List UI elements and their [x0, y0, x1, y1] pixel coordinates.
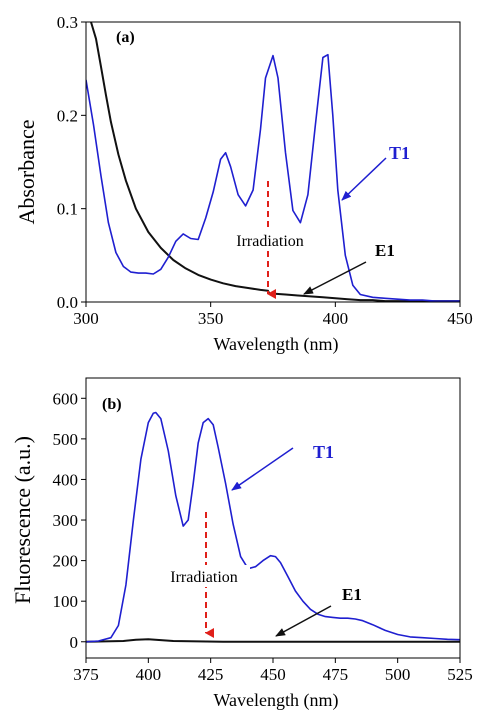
y-tick-label-b: 100 — [53, 592, 79, 611]
x-tick-label-a: 450 — [447, 309, 473, 328]
chart-absorbance: 300 350 400 450 0.0 0.1 0.2 0.3 (a) Wavelength… — [14, 13, 473, 355]
y-tick-label-a: 0.2 — [57, 106, 78, 125]
panel-label-b: (b) — [102, 396, 122, 413]
e1-arrow-b — [275, 605, 332, 637]
y-tick-label-b: 600 — [53, 389, 79, 408]
x-tick-label-b: 450 — [260, 665, 286, 684]
irradiation-label-b: Irradiation — [170, 569, 238, 586]
axes-frame-a — [85, 21, 461, 303]
series-e1-line-b — [86, 638, 460, 643]
x-tick-label-b: 375 — [73, 665, 99, 684]
x-axis-ticks-a: 300 350 400 450 — [73, 302, 473, 328]
y-axis-label-a: Absorbance — [14, 119, 39, 224]
t1-arrow-b — [231, 447, 294, 491]
e1-label-b: E1 — [342, 585, 362, 604]
y-axis-label-b: Fluorescence (a.u.) — [10, 436, 35, 604]
x-axis-label-b: Wavelength (nm) — [213, 690, 338, 711]
y-tick-label-b: 300 — [53, 511, 79, 530]
series-t1-line-a — [86, 53, 460, 302]
x-tick-label-b: 525 — [447, 665, 473, 684]
y-tick-label-a: 0.3 — [57, 13, 78, 32]
y-axis-ticks-b: 0 100 200 300 400 500 600 — [53, 389, 86, 652]
irradiation-label-a: Irradiation — [236, 233, 304, 250]
y-tick-label-a: 0.1 — [57, 200, 78, 219]
y-tick-label-a: 0.0 — [57, 293, 78, 312]
axes-frame-b — [85, 377, 461, 659]
x-tick-label-b: 400 — [136, 665, 162, 684]
panel-label-a: (a) — [116, 29, 135, 46]
t1-arrow-a — [341, 157, 387, 201]
plot-area-a — [86, 22, 460, 302]
series-t1-line-b — [86, 411, 460, 643]
x-tick-label-a: 300 — [73, 309, 99, 328]
t1-label-a: T1 — [389, 143, 410, 163]
chart-fluorescence: 375 400 425 450 475 500 525 0 100 200 300 400 500 60… — [10, 377, 473, 711]
e1-arrow-a — [303, 261, 367, 295]
x-tick-label-b: 475 — [323, 665, 349, 684]
x-tick-label-b: 425 — [198, 665, 224, 684]
plot-area-b — [86, 411, 460, 643]
e1-label-a: E1 — [375, 241, 395, 260]
series-e1-line-a — [90, 22, 460, 302]
x-tick-label-b: 500 — [385, 665, 411, 684]
y-tick-label-b: 500 — [53, 430, 79, 449]
x-axis-ticks-b: 375 400 425 450 475 500 525 — [73, 658, 473, 684]
x-tick-label-a: 350 — [198, 309, 224, 328]
y-tick-label-b: 400 — [53, 470, 79, 489]
y-axis-ticks-a: 0.0 0.1 0.2 0.3 — [57, 13, 86, 312]
x-axis-label-a: Wavelength (nm) — [213, 334, 338, 355]
x-tick-label-a: 400 — [323, 309, 349, 328]
t1-label-b: T1 — [313, 442, 334, 462]
y-tick-label-b: 200 — [53, 552, 79, 571]
y-tick-label-b: 0 — [70, 633, 79, 652]
